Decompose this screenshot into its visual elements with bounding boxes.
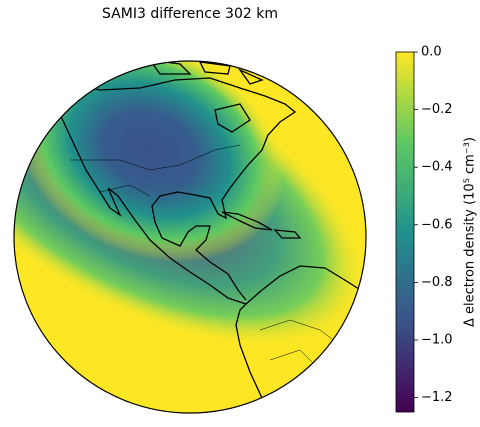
colorbar-tick-label: −0.8 xyxy=(421,275,453,290)
coastlines xyxy=(39,61,366,413)
title: SAMI3 difference 302 km xyxy=(102,6,278,22)
colorbar-tick-label: −0.6 xyxy=(421,217,453,232)
colorbar-tick-label: −0.2 xyxy=(421,102,453,117)
globe-outline xyxy=(13,60,367,414)
cuba xyxy=(221,211,273,231)
globe xyxy=(14,61,366,413)
colorbar-tick-label: −0.4 xyxy=(421,160,453,175)
borders xyxy=(70,144,341,371)
colorbar-tick-label: 0.0 xyxy=(421,45,442,60)
hispaniola xyxy=(273,229,302,239)
colorbar-tick-label: −1.2 xyxy=(421,390,453,405)
great-lakes xyxy=(214,103,251,133)
colorbar-tick-label: −1.0 xyxy=(421,333,453,348)
us-canada-border xyxy=(70,144,241,171)
us-mexico-border xyxy=(99,184,151,197)
colorbar xyxy=(395,51,415,413)
colorbar-label: Δ electron density (10⁵ cm⁻³) xyxy=(463,137,478,327)
north-america-coast xyxy=(39,77,297,305)
